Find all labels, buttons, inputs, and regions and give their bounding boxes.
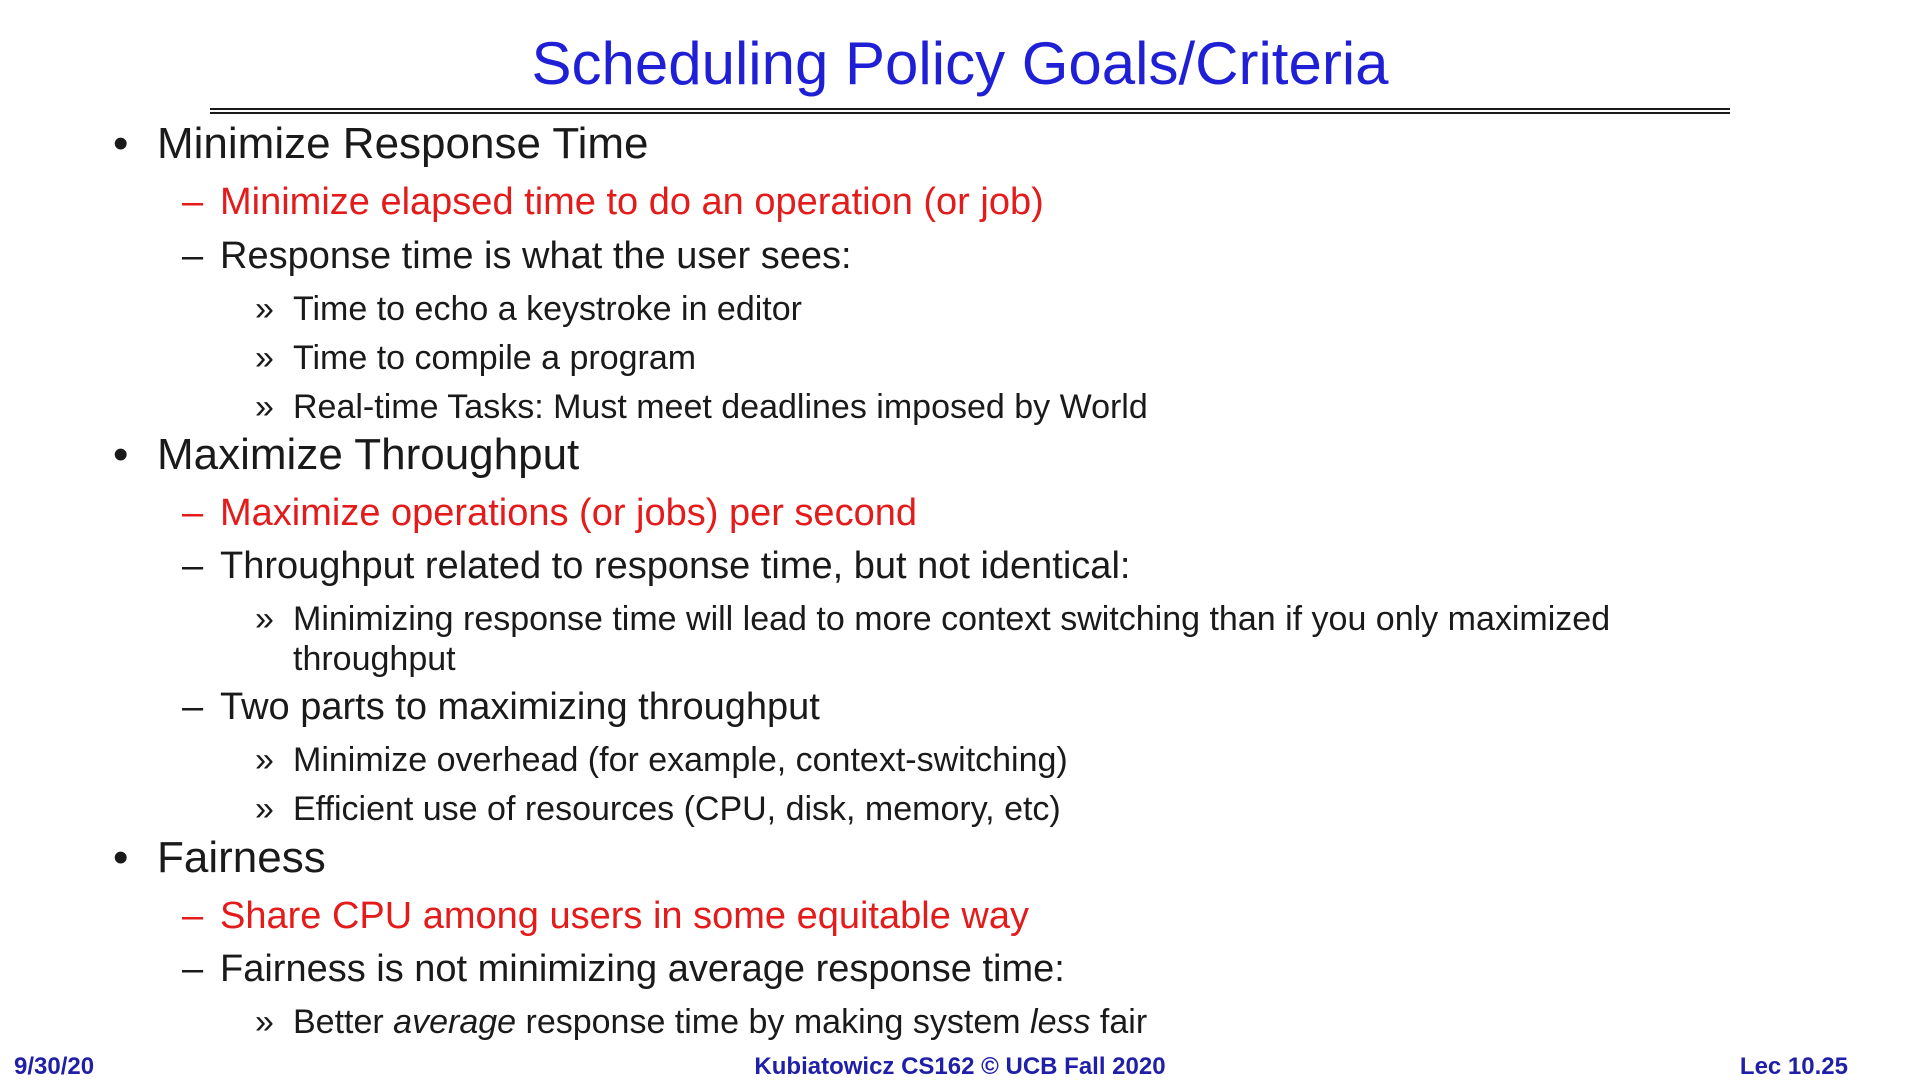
dash-marker: – [182,545,204,587]
sub-subbullet: » Minimize overhead (for example, contex… [255,739,1068,781]
bullet-minimize-response-time: • Minimize Response Time [113,116,649,172]
dash-marker: – [182,895,204,937]
sub-subbullet: » Time to compile a program [255,337,697,379]
subbullet: – Fairness is not minimizing average res… [182,944,1065,994]
subbullet-text: Share CPU among users in some equitable … [220,895,1029,937]
subbullet-red: – Share CPU among users in some equitabl… [182,891,1029,941]
sub-subbullet-text: Minimizing response time will lead to mo… [293,600,1611,638]
dash-marker: – [182,686,204,728]
sub-subbullet-text: Efficient use of resources (CPU, disk, m… [293,790,1061,828]
sub-marker: » [255,741,274,779]
slide-title: Scheduling Policy Goals/Criteria [531,30,1389,97]
bullet-text: Minimize Response Time [157,119,649,168]
bullet-fairness: • Fairness [113,830,326,886]
sub-subbullet-text: Time to echo a keystroke in editor [293,290,802,328]
sub-subbullet-text-part: Better [293,1003,394,1041]
sub-subbullet-text-part: fair [1090,1003,1148,1041]
sub-subbullet-text-part: response time by making system [516,1003,1031,1041]
subbullet-text: Throughput related to response time, but… [220,545,1131,587]
subbullet-text: Minimize elapsed time to do an operation… [220,181,1044,223]
bullet-text: Fairness [157,833,326,882]
emphasis-less: less [1030,1003,1091,1041]
bullet-text: Maximize Throughput [157,430,580,479]
sub-marker: » [255,600,274,638]
subbullet-red: – Minimize elapsed time to do an operati… [182,177,1044,227]
subbullet: – Response time is what the user sees: [182,231,852,281]
sub-marker: » [255,388,274,426]
title-divider [210,108,1730,114]
sub-subbullet-text: Minimize overhead (for example, context-… [293,741,1068,779]
sub-subbullet: » Efficient use of resources (CPU, disk,… [255,788,1061,830]
bullet-marker: • [113,430,129,479]
subbullet-text: Maximize operations (or jobs) per second [220,492,917,534]
sub-subbullet-text: Real-time Tasks: Must meet deadlines imp… [293,388,1148,426]
footer-date: 9/30/20 [14,1053,95,1080]
bullet-maximize-throughput: • Maximize Throughput [113,427,580,483]
sub-subbullet: » Real-time Tasks: Must meet deadlines i… [255,386,1148,428]
subbullet-text: Fairness is not minimizing average respo… [220,948,1065,990]
footer-course: Kubiatowicz CS162 © UCB Fall 2020 [754,1053,1166,1080]
dash-marker: – [182,948,204,990]
sub-subbullet-text: throughput [293,640,456,678]
subbullet-text: Response time is what the user sees: [220,235,852,277]
sub-subbullet-text: Time to compile a program [293,339,697,377]
subbullet-red: – Maximize operations (or jobs) per seco… [182,488,917,538]
dash-marker: – [182,181,204,223]
sub-subbullet: » Time to echo a keystroke in editor [255,288,802,330]
sub-marker: » [255,1003,274,1041]
sub-marker: » [255,339,274,377]
bullet-marker: • [113,119,129,168]
subbullet: – Throughput related to response time, b… [182,541,1131,591]
sub-marker: » [255,290,274,328]
footer-page-number: Lec 10.25 [1739,1053,1848,1080]
dash-marker: – [182,492,204,534]
bullet-marker: • [113,833,129,882]
subbullet-text: Two parts to maximizing throughput [220,686,820,728]
sub-subbullet-continuation: throughput [293,638,456,680]
sub-subbullet: » Minimizing response time will lead to … [255,598,1611,640]
sub-subbullet: » Better average response time by making… [255,1001,1148,1043]
subbullet: – Two parts to maximizing throughput [182,682,820,732]
emphasis-average: average [393,1003,517,1041]
dash-marker: – [182,235,204,277]
sub-marker: » [255,790,274,828]
